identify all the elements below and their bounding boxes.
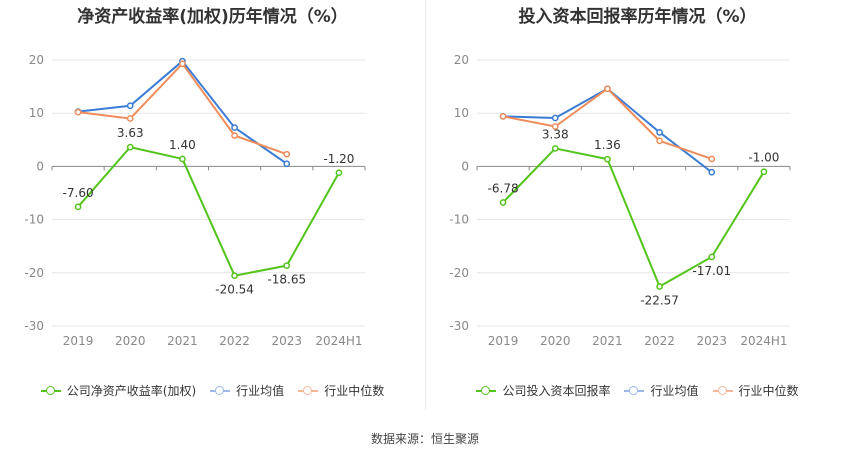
data-point xyxy=(499,199,507,206)
y-tick-label: -10 xyxy=(449,213,469,227)
x-tick-label: 2019 xyxy=(488,334,519,348)
roic-chart-panel: 投入资本回报率历年情况（%） 20 10 0 -10 -20 -30 2019 2020 202… xyxy=(425,0,850,410)
data-point xyxy=(126,115,134,122)
legend-swatch-industry-mean xyxy=(624,385,645,397)
x-tick-label: 2024H1 xyxy=(315,334,362,348)
data-point xyxy=(283,262,291,269)
y-tick-label: 0 xyxy=(461,159,469,173)
legend-label: 行业中位数 xyxy=(324,384,385,398)
data-point xyxy=(551,123,559,130)
data-point xyxy=(283,160,291,168)
y-tick-label: 20 xyxy=(29,53,44,67)
x-tick-label: 2022 xyxy=(219,334,250,348)
legend-swatch-company xyxy=(476,385,497,397)
series-line xyxy=(502,147,765,288)
legend-label: 行业均值 xyxy=(236,384,285,398)
data-point xyxy=(74,108,82,116)
data-label: -1.20 xyxy=(323,152,354,166)
y-tick-label: -30 xyxy=(449,319,469,333)
legend-item-company[interactable]: 公司净资产收益率(加权) xyxy=(40,382,197,399)
legend-label: 行业均值 xyxy=(650,384,699,398)
legend-swatch-company xyxy=(40,385,61,397)
data-point xyxy=(283,150,291,158)
data-source-note: 数据来源：恒生聚源 xyxy=(370,432,479,446)
data-point xyxy=(231,272,238,280)
data-point xyxy=(551,145,559,152)
data-label: 3.38 xyxy=(542,127,569,141)
data-label: -6.78 xyxy=(488,181,519,195)
data-label: 1.36 xyxy=(594,138,621,152)
data-point xyxy=(708,168,716,176)
data-point xyxy=(604,155,611,163)
x-tick-label: 2020 xyxy=(115,334,146,348)
data-point xyxy=(74,203,82,211)
panel-divider xyxy=(425,0,426,410)
legend-item-industry-median[interactable]: 行业中位数 xyxy=(712,382,799,399)
data-label: -1.00 xyxy=(748,151,779,165)
data-point xyxy=(656,283,663,290)
x-tick-label: 2021 xyxy=(167,334,198,348)
data-label: -7.60 xyxy=(63,186,94,200)
roic-chart-plot: 20 10 0 -10 -20 -30 2019 2020 2021 2022 2023 2024H1… xyxy=(449,53,791,348)
legend-item-company[interactable]: 公司投入资本回报率 xyxy=(476,382,610,399)
data-point xyxy=(656,137,663,145)
roe-chart-panel: 净资产收益率(加权)历年情况（%） 20 10 0 -10 -20 -30 2019 2020… xyxy=(0,0,425,410)
x-tick-label: 2023 xyxy=(696,334,727,348)
y-tick-label: 10 xyxy=(29,106,44,120)
legend-swatch-industry-median xyxy=(298,385,319,397)
x-tick-label: 2019 xyxy=(63,334,94,348)
data-label: -20.54 xyxy=(215,283,254,297)
data-point xyxy=(126,102,134,110)
x-tick-label: 2022 xyxy=(644,334,675,348)
legend-swatch-industry-mean xyxy=(210,385,231,397)
legend-item-industry-mean[interactable]: 行业均值 xyxy=(624,382,699,399)
y-tick-label: 20 xyxy=(454,53,469,67)
roe-chart-plot: 20 10 0 -10 -20 -30 2019 2020 2021 2022 2023 2024H1… xyxy=(24,53,366,348)
x-tick-label: 2020 xyxy=(540,334,571,348)
legend-item-industry-mean[interactable]: 行业均值 xyxy=(210,382,284,399)
chart-title: 净资产收益率(加权)历年情况（%） xyxy=(77,7,348,27)
y-tick-label: 10 xyxy=(454,106,469,120)
y-tick-label: -20 xyxy=(24,266,44,280)
data-label: 1.40 xyxy=(169,138,196,152)
legend-label: 公司净资产收益率(加权) xyxy=(66,384,197,398)
data-point xyxy=(179,155,186,163)
data-point xyxy=(760,168,768,176)
y-tick-label: -30 xyxy=(24,319,44,333)
chart-title: 投入资本回报率历年情况（%） xyxy=(518,7,757,27)
x-tick-label: 2024H1 xyxy=(740,334,787,348)
data-point xyxy=(126,143,134,151)
y-tick-label: 0 xyxy=(36,159,44,173)
chart-legend: 公司净资产收益率(加权) 行业均值 行业中位数 xyxy=(0,382,425,399)
data-point xyxy=(335,169,343,177)
y-tick-label: -20 xyxy=(449,266,469,280)
legend-label: 行业中位数 xyxy=(738,384,799,398)
data-point xyxy=(231,132,238,139)
data-point xyxy=(656,129,663,136)
legend-item-industry-median[interactable]: 行业中位数 xyxy=(298,382,384,399)
legend-label: 公司投入资本回报率 xyxy=(502,384,611,398)
data-point xyxy=(551,114,559,122)
data-label: -17.01 xyxy=(692,264,731,278)
data-point xyxy=(708,253,716,261)
series-line xyxy=(77,146,340,277)
data-label: -22.57 xyxy=(640,293,679,307)
x-tick-label: 2021 xyxy=(592,334,623,348)
data-point xyxy=(604,85,611,93)
data-point xyxy=(499,113,507,120)
legend-swatch-industry-median xyxy=(712,385,733,397)
data-label: -18.65 xyxy=(267,273,306,287)
data-point xyxy=(231,124,238,131)
data-point xyxy=(179,60,186,68)
chart-legend: 公司投入资本回报率 行业均值 行业中位数 xyxy=(425,382,850,399)
data-point xyxy=(708,155,716,163)
y-tick-label: -10 xyxy=(24,213,44,227)
x-tick-label: 2023 xyxy=(271,334,302,348)
data-label: 3.63 xyxy=(117,126,144,140)
